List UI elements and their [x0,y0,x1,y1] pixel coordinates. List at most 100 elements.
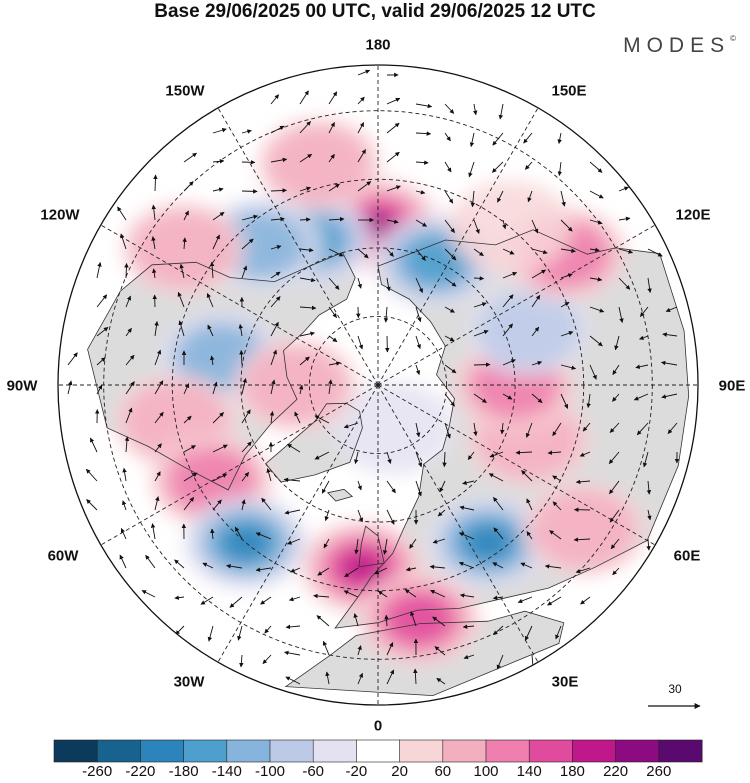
latitude-circle [308,315,448,455]
wind-arrow [473,362,491,367]
wind-arrow [492,132,504,146]
wind-arrow [560,190,566,207]
wind-arrow [328,122,335,134]
lon-label-120w: 120W [40,206,80,224]
wind-arrow [202,562,214,569]
wind-arrow [386,151,400,163]
wind-arrow [635,364,649,369]
wind-arrow [386,480,396,494]
wind-arrow [151,204,156,221]
wind-arrow [313,593,330,599]
coastline [265,402,363,483]
wind-arrow [241,441,252,453]
wind-arrow [469,132,475,148]
meridian-line [377,384,539,663]
colorbar-cell [140,739,185,763]
wind-arrow [374,567,388,575]
colorbar-label: -220 [125,763,156,780]
wind-arrow [639,306,649,317]
map-boundary [57,64,699,706]
wind-arrow [206,292,214,308]
wind-arrow [409,538,417,549]
wind-arrow [229,596,243,608]
wind-arrow [410,611,417,627]
wind-arrow [386,219,399,224]
wind-arrow [639,335,649,340]
wind-arrow [299,247,314,253]
wind-arrow [610,538,620,550]
colorbar-label: 220 [603,763,629,780]
wind-arrow [270,271,281,279]
wind-arrow [299,121,311,134]
wind-arrow [120,233,127,250]
wind-arrow [328,183,340,192]
wind-arrow [377,590,388,598]
wind-arrow [444,364,457,374]
wind-arrow [354,451,359,465]
wind-arrow [488,473,504,482]
wind-arrow [589,190,604,199]
colorbar-cell [269,739,314,763]
wind-arrow [96,357,106,366]
colorbar-cell [356,739,401,763]
wind-arrow [573,537,591,542]
wind-arrow [444,422,451,439]
wind-arrow [357,645,362,656]
wind-arrow [328,379,333,395]
colorbar-cell [485,739,530,763]
lon-label-60w: 60W [47,547,79,565]
wind-arrow [241,409,251,424]
wind-arrow [502,323,513,337]
reference-vector-label: 30 [668,682,682,696]
wind-arrow [154,443,162,453]
wind-arrow [544,564,562,569]
wind-arrow [582,422,591,432]
anomaly-blob [404,236,468,285]
wind-arrow [633,393,649,401]
colorbar-cell [528,739,573,763]
graticule [58,65,698,705]
wind-arrow [174,595,185,600]
wind-arrow [287,538,301,545]
wind-arrow [386,451,392,464]
wind-arrow [212,499,222,511]
wind-arrow [531,269,546,279]
wind-arrow [212,473,228,482]
lon-label-180: 180 [365,36,391,54]
colorbar-label: 100 [473,763,499,780]
wind-arrow [125,295,132,308]
wind-arrow [462,480,475,485]
wind-arrow [207,625,214,642]
modes-logo: MODES© [623,34,736,58]
wind-arrow [415,335,421,350]
lon-label-30e: 30E [551,673,579,691]
wind-arrow [415,277,423,294]
wind-arrow [444,306,455,313]
wind-arrow [154,471,161,482]
lon-label-0: 0 [373,717,383,735]
wind-arrow [575,567,591,574]
wind-arrow [415,219,427,227]
wind-arrow [560,364,577,370]
lon-label-60e: 60E [673,547,701,565]
wind-arrow [241,238,254,250]
colorbar-cell [658,739,703,763]
wind-arrow [493,527,504,540]
colorbar-cell [53,739,98,763]
wind-arrow [328,335,338,343]
wind-arrow [383,306,389,323]
wind-arrow [96,262,102,279]
wind-arrow [328,277,340,290]
wind-arrow [270,245,282,250]
colorbar-label: -20 [345,763,368,780]
anomaly-blob [340,550,385,584]
wind-arrow [141,590,156,598]
wind-arrow [444,248,457,261]
wind-arrow [560,301,570,308]
wind-arrow [212,444,228,453]
wind-arrow [531,294,541,308]
wind-arrow [285,676,301,685]
wind-arrow [121,500,127,511]
wind-arrow [580,596,591,605]
